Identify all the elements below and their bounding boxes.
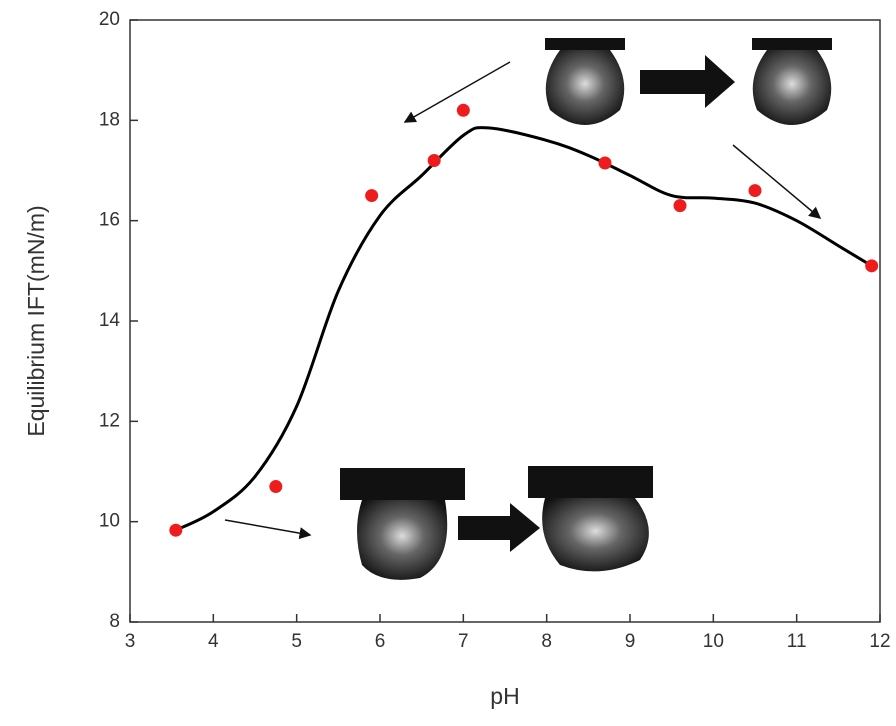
x-tick-label: 5 <box>291 631 302 652</box>
data-point <box>456 103 470 117</box>
data-point <box>598 156 612 170</box>
y-tick-label: 10 <box>99 511 120 532</box>
x-axis-label: pH <box>490 683 519 709</box>
inset-images <box>224 38 832 580</box>
x-tick-label: 9 <box>625 631 636 652</box>
data-point <box>673 199 687 213</box>
data-point <box>169 523 183 537</box>
y-tick-label: 12 <box>99 410 120 431</box>
y-tick-label: 20 <box>99 9 120 30</box>
y-tick-label: 16 <box>99 210 120 231</box>
data-point <box>365 189 379 203</box>
data-point <box>269 480 283 494</box>
data-point <box>865 259 879 273</box>
x-tick-label: 8 <box>541 631 552 652</box>
y-tick-label: 14 <box>99 310 121 331</box>
x-tick-label: 6 <box>375 631 386 652</box>
x-tick-label: 10 <box>703 631 724 652</box>
x-tick-label: 12 <box>869 631 890 652</box>
y-tick-label: 8 <box>109 611 120 632</box>
fit-curve <box>175 126 873 532</box>
x-tick-label: 7 <box>458 631 469 652</box>
data-point <box>427 153 441 167</box>
x-tick-label: 3 <box>125 631 136 652</box>
y-tick-label: 18 <box>99 109 120 130</box>
x-tick-label: 4 <box>208 631 219 652</box>
x-tick-label: 11 <box>787 631 807 652</box>
data-point <box>748 184 762 198</box>
y-axis-label: Equilibrium IFT(mN/m) <box>23 205 49 436</box>
